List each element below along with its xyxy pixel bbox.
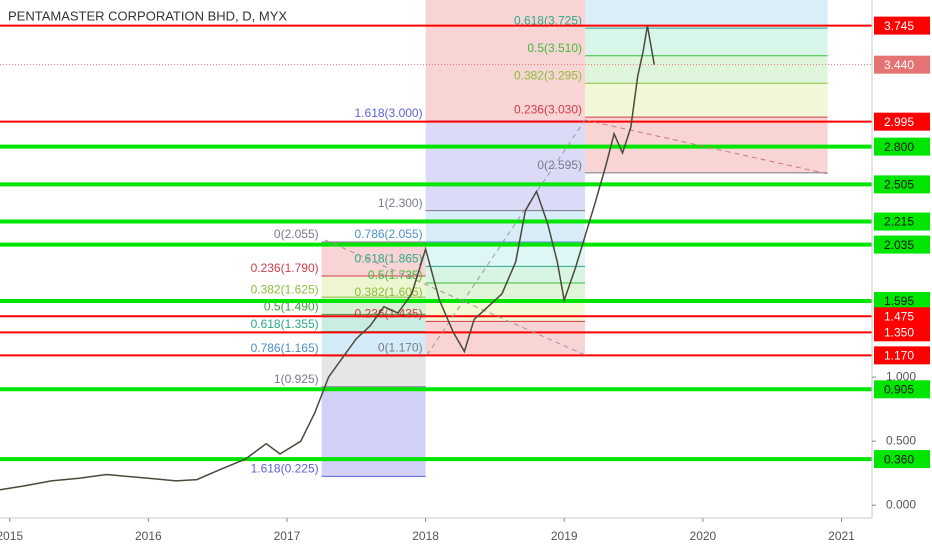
fib-band bbox=[585, 0, 828, 29]
price-series bbox=[0, 25, 656, 491]
level-label: 0.360 bbox=[884, 452, 914, 466]
level-badge bbox=[874, 212, 930, 231]
level-badge bbox=[874, 235, 930, 254]
fib-label: 0.618(1.865) bbox=[355, 252, 423, 266]
axes: 3.745 2.995 2.800 2.505 2.215 2.035 1.5951.475… bbox=[0, 16, 930, 543]
level-label: 2.035 bbox=[884, 238, 914, 252]
fib-band bbox=[425, 321, 586, 356]
fib-label: 0(1.170) bbox=[378, 341, 423, 355]
level-label: 1.475 bbox=[884, 309, 914, 323]
level-label: 1.350 bbox=[884, 325, 914, 339]
level-label: 2.505 bbox=[884, 178, 914, 192]
y-tick-label: 0.500 bbox=[886, 433, 916, 447]
fib-band bbox=[585, 55, 828, 84]
fib-band bbox=[425, 266, 586, 284]
fib-label: 0.382(1.605) bbox=[355, 285, 423, 299]
fib-label: 0.5(3.510) bbox=[527, 41, 582, 55]
x-tick-label: 2017 bbox=[274, 529, 301, 543]
fib-band bbox=[321, 275, 426, 298]
fib-label: 0.786(2.055) bbox=[355, 227, 423, 241]
chart-title: PENTAMASTER CORPORATION BHD, D, MYX bbox=[8, 8, 287, 23]
fib-label: 0(2.595) bbox=[537, 158, 582, 172]
fib-band bbox=[585, 83, 828, 118]
fib-label: 1(0.925) bbox=[274, 372, 319, 386]
level-badge bbox=[874, 380, 930, 399]
level-badge bbox=[874, 112, 930, 131]
fib-band bbox=[585, 28, 828, 56]
fib-label: 1.618(0.225) bbox=[251, 462, 319, 476]
x-tick-label: 2016 bbox=[135, 529, 162, 543]
last-price-label: 3.440 bbox=[884, 58, 914, 72]
fib-band bbox=[425, 283, 586, 300]
fib-label: 0.382(1.625) bbox=[251, 282, 319, 296]
x-tick-label: 2021 bbox=[828, 529, 855, 543]
level-badge bbox=[874, 323, 930, 342]
fib-label: 0.618(3.725) bbox=[514, 13, 582, 27]
level-label: 2.995 bbox=[884, 115, 914, 129]
level-badge bbox=[874, 346, 930, 365]
level-label: 2.215 bbox=[884, 215, 914, 229]
fib-label: 0.236(1.790) bbox=[251, 261, 319, 275]
fib-band bbox=[425, 210, 586, 243]
fib-band bbox=[321, 314, 426, 332]
trend-line bbox=[584, 119, 829, 175]
x-tick-label: 2018 bbox=[412, 529, 439, 543]
fib-label: 0.236(3.030) bbox=[514, 102, 582, 116]
trend-line bbox=[324, 239, 586, 356]
fib-label: 0.5(1.490) bbox=[264, 300, 319, 314]
fib-label: 0.786(1.165) bbox=[251, 341, 319, 355]
trend-line bbox=[426, 119, 586, 356]
fib-band bbox=[321, 356, 426, 387]
price-line bbox=[0, 25, 656, 491]
fib-label: 1(2.300) bbox=[378, 196, 423, 210]
level-badge bbox=[874, 291, 930, 310]
fib-label: 1.618(3.000) bbox=[355, 106, 423, 120]
last-price-badge bbox=[874, 55, 930, 74]
level-label: 1.170 bbox=[884, 349, 914, 363]
fib-band bbox=[321, 386, 426, 477]
level-label: 2.800 bbox=[884, 140, 914, 154]
level-label: 3.745 bbox=[884, 19, 914, 33]
level-badge bbox=[874, 16, 930, 35]
levels bbox=[0, 24, 872, 462]
y-tick-label: 0.000 bbox=[886, 497, 916, 511]
fib-band bbox=[321, 242, 426, 276]
level-badge bbox=[874, 175, 930, 194]
fib-label: 0.5(1.735) bbox=[368, 268, 423, 282]
fib-label: 0(2.055) bbox=[274, 227, 319, 241]
fib-band bbox=[425, 0, 586, 122]
fib-band bbox=[321, 331, 426, 357]
level-label: 0.905 bbox=[884, 382, 914, 396]
level-badge bbox=[874, 450, 930, 469]
x-tick-label: 2020 bbox=[690, 529, 717, 543]
fib-label: 0.382(3.295) bbox=[514, 68, 582, 82]
fib-band bbox=[425, 121, 586, 211]
level-label: 1.595 bbox=[884, 294, 914, 308]
x-tick-label: 2015 bbox=[0, 529, 23, 543]
level-badge bbox=[874, 137, 930, 156]
y-tick-label: 1.000 bbox=[886, 369, 916, 383]
x-tick-label: 2019 bbox=[551, 529, 578, 543]
level-badge bbox=[874, 307, 930, 326]
fib-label: 0.618(1.355) bbox=[251, 317, 319, 331]
